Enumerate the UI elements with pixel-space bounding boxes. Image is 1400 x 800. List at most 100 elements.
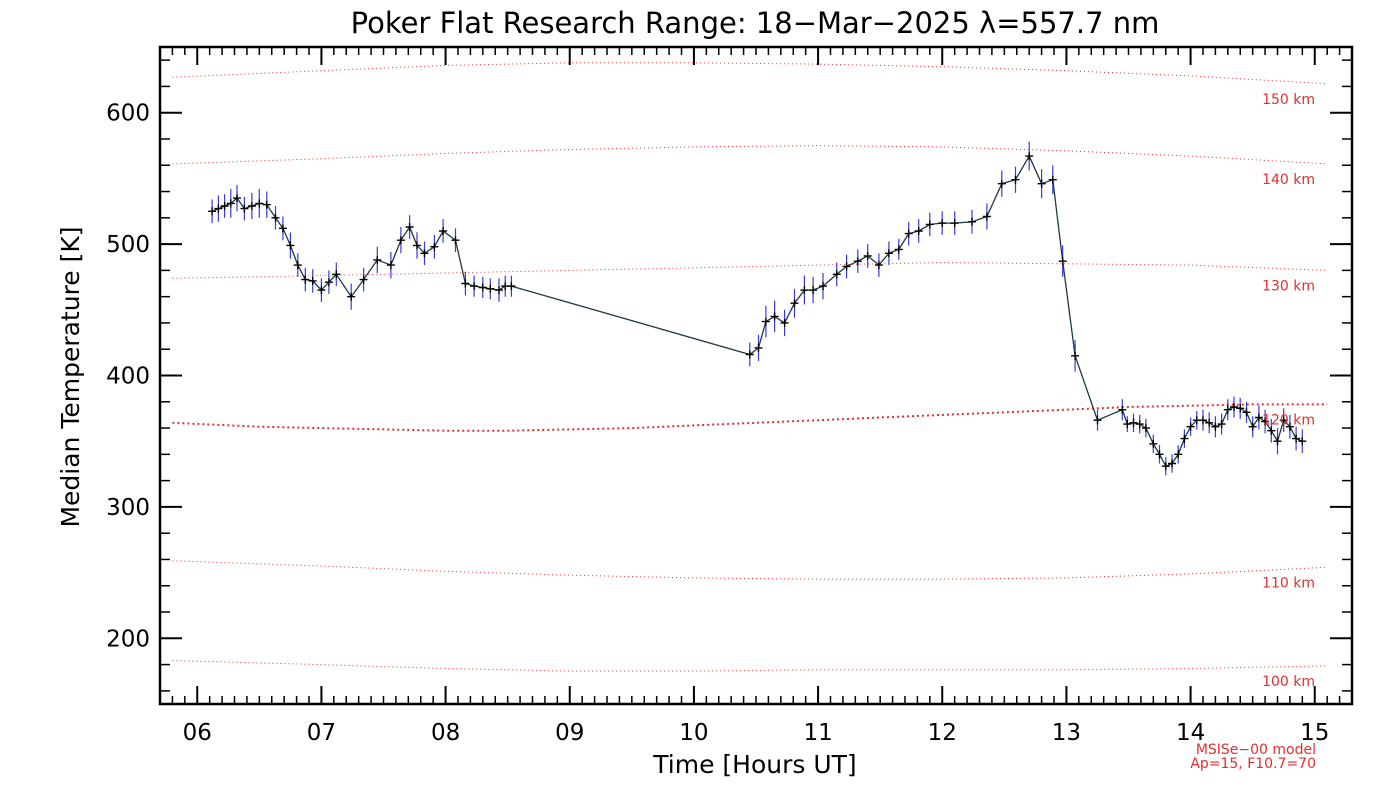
data-point: [790, 299, 799, 308]
data-point: [317, 286, 326, 295]
y-axis-label: Median Temperature [K]: [56, 226, 85, 527]
temperature-series: [208, 141, 1307, 476]
data-point: [1292, 434, 1301, 443]
axis-tick-labels: 06 07 08 09 10 11 12 13 14 15 200 300 400 500 600: [106, 101, 1329, 746]
x-tick-label: 07: [307, 720, 336, 746]
data-point: [982, 212, 991, 221]
data-point: [863, 251, 872, 260]
data-point: [255, 199, 264, 208]
data-point: [1261, 417, 1270, 426]
data-point: [853, 257, 862, 266]
data-point: [478, 283, 487, 292]
x-tick-label: 06: [183, 720, 212, 746]
model-curve-120-km: [172, 403, 1328, 432]
data-point: [1180, 434, 1189, 443]
data-point: [1149, 439, 1158, 448]
altitude-label-150-km: 150 km: [1262, 92, 1315, 108]
data-point: [1248, 422, 1257, 431]
data-point: [754, 343, 763, 352]
data-point: [1186, 422, 1195, 431]
data-point: [1168, 459, 1176, 468]
altitude-label-130-km: 130 km: [1262, 278, 1315, 294]
x-tick-label: 08: [431, 720, 460, 746]
data-point: [842, 262, 851, 271]
axis-ticks: [160, 47, 1352, 704]
y-tick-label: 400: [106, 364, 150, 390]
altitude-label-100-km: 100 km: [1262, 674, 1315, 690]
data-point: [430, 242, 439, 251]
model-curve-130-km: [172, 261, 1328, 279]
chart-title: Poker Flat Research Range: 18−Mar−2025 λ…: [351, 6, 1160, 40]
data-point: [308, 276, 317, 285]
data-point: [278, 224, 287, 233]
data-point: [1037, 179, 1046, 188]
x-tick-label: 10: [679, 720, 708, 746]
data-point: [240, 204, 249, 213]
y-tick-label: 300: [106, 495, 150, 521]
plot-frame: [158, 45, 1354, 706]
data-point: [1211, 422, 1220, 431]
data-point: [386, 261, 395, 270]
data-point: [904, 229, 913, 238]
altitude-label-120-km: 120 km: [1262, 412, 1315, 428]
data-point: [301, 275, 310, 284]
series-line: [211, 154, 1303, 468]
data-point: [745, 350, 754, 359]
data-point: [359, 275, 368, 284]
data-point: [1174, 450, 1183, 459]
data-point: [770, 312, 779, 321]
data-point: [1071, 351, 1080, 360]
msis-model-curves: [172, 62, 1328, 672]
data-point: [208, 207, 217, 216]
data-point: [271, 213, 280, 222]
data-point: [1230, 403, 1238, 411]
y-tick-label: 500: [106, 232, 150, 258]
data-point: [1161, 462, 1170, 471]
data-point: [413, 241, 421, 250]
data-point: [997, 179, 1006, 188]
data-point: [262, 200, 271, 209]
data-point: [914, 227, 923, 235]
data-point: [1093, 416, 1102, 425]
data-point: [1205, 418, 1214, 427]
x-tick-label: 15: [1300, 720, 1329, 746]
data-point: [925, 220, 934, 229]
x-tick-label: 14: [1176, 720, 1205, 746]
data-point: [226, 199, 235, 208]
data-point: [461, 279, 470, 288]
model-curve-140-km: [172, 145, 1328, 165]
data-point: [1025, 152, 1034, 161]
data-point: [470, 282, 479, 291]
y-tick-label: 200: [106, 626, 150, 652]
data-point: [507, 282, 516, 291]
y-tick-label: 600: [106, 101, 150, 127]
data-point: [286, 241, 295, 250]
model-curve-110-km: [172, 560, 1328, 580]
data-point: [405, 223, 414, 231]
data-point: [420, 249, 429, 258]
data-point: [1058, 257, 1067, 266]
data-point: [894, 245, 903, 254]
data-point: [761, 317, 770, 326]
data-point: [1279, 416, 1288, 425]
data-point: [332, 270, 341, 279]
model-curve-150-km: [172, 62, 1328, 85]
data-point: [396, 236, 405, 245]
model-curve-100-km: [172, 660, 1328, 672]
data-point: [950, 219, 959, 228]
data-point: [233, 194, 241, 203]
data-point: [293, 261, 302, 270]
x-axis-label: Time [Hours UT]: [652, 750, 856, 779]
data-point: [874, 261, 883, 270]
data-point: [1118, 405, 1127, 414]
data-point: [486, 284, 495, 293]
data-point: [884, 249, 893, 258]
data-point: [1217, 420, 1226, 429]
data-point: [819, 282, 827, 291]
data-point: [495, 286, 503, 295]
data-point: [1123, 420, 1132, 429]
model-params-annotation: Ap=15, F10.7=70: [1190, 756, 1316, 772]
data-point: [1048, 175, 1057, 184]
data-point: [347, 292, 356, 301]
model-name-annotation: MSISe−00 model: [1196, 742, 1316, 758]
